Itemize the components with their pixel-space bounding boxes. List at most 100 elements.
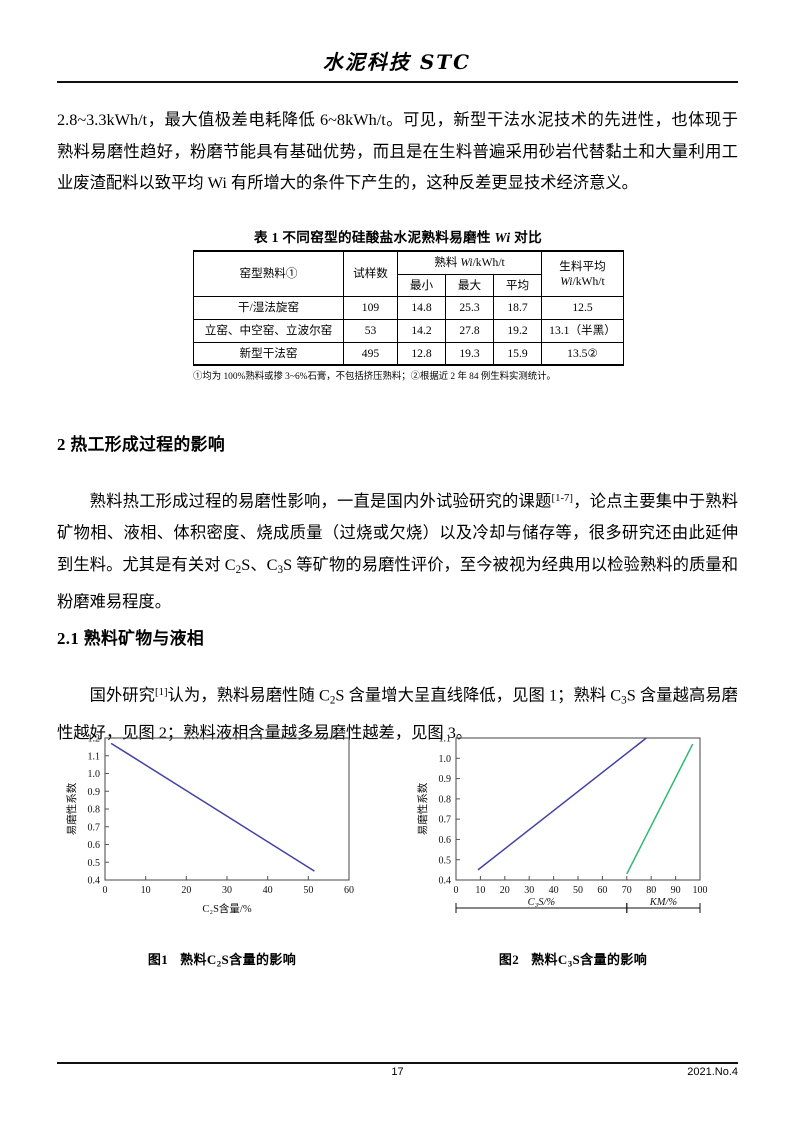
cell-kiln-type: 干/湿法旋窑 (193, 296, 344, 320)
header-min: 最小 (397, 273, 446, 298)
header-avg: 平均 (493, 273, 542, 298)
chart-1-svg: 0.4 0.5 0.6 0.7 0.8 0.9 1.0 1.1 1.2 0 10 20 30 40 50 60… (65, 734, 354, 915)
svg-text:70: 70 (622, 885, 632, 896)
cell-raw-avg: 13.5② (541, 341, 624, 367)
svg-text:0: 0 (103, 885, 108, 896)
paragraph-continued: 2.8~3.3kWh/t，最大值极差电耗降低 6~8kWh/t。可见，新型干法水… (57, 104, 738, 199)
table-caption-part-b: 对比 (510, 230, 542, 245)
section-heading-2: 2 热工形成过程的影响 (57, 435, 226, 454)
paragraph-2-text-c: S、C (241, 554, 278, 574)
table-row: 立窑、中空窑、立波尔窑 53 14.2 27.8 19.2 13.1（半黑） (193, 318, 624, 343)
subscript-2: 2 (235, 563, 242, 576)
figure-1-plot: 0.4 0.5 0.6 0.7 0.8 0.9 1.0 1.1 1.2 0 10 20 30 40 50 60… (57, 728, 387, 933)
svg-text:10: 10 (141, 885, 151, 896)
header-clinker-wi-group: 熟料 Wi/kWh/t (397, 249, 542, 275)
paragraph-3-text-a: 国外研究 (89, 685, 156, 705)
cell-samples: 495 (343, 341, 398, 367)
svg-text:C₂S含量/%: C₂S含量/% (202, 902, 251, 915)
figure-1-caption: 图1 熟料C2S含量的影响 (57, 949, 387, 968)
figure-2: 0.4 0.5 0.6 0.7 0.8 0.9 1.0 1.1 0 10 20 30 40 50 60 70 8… (408, 728, 738, 969)
svg-text:KM/%: KM/% (649, 897, 678, 908)
svg-text:0.5: 0.5 (439, 855, 452, 866)
paragraph-2-text-a: 熟料热工形成过程的易磨性影响，一直是国内外试验研究的课题 (89, 491, 552, 511)
figure-2-caption-b: S含量的影响 (572, 952, 648, 967)
svg-text:60: 60 (597, 885, 607, 896)
table-row: 干/湿法旋窑 109 14.8 25.3 18.7 12.5 (193, 296, 624, 320)
cell-raw-avg: 12.5 (541, 296, 624, 320)
table-row: 新型干法窑 495 12.8 19.3 15.9 13.5② (193, 341, 624, 367)
table-1-block: 表 1 不同窑型的硅酸盐水泥熟料易磨性 Wi 对比 窑型熟料① 试样数 熟料 W… (193, 226, 624, 384)
header-clinker-wi-symbol: Wi (460, 256, 473, 269)
subscript-3: 3 (277, 563, 284, 576)
svg-text:0.9: 0.9 (439, 774, 452, 785)
page-number: 17 (391, 1066, 404, 1078)
paragraph-1-text: 2.8~3.3kWh/t，最大值极差电耗降低 6~8kWh/t。可见，新型干法水… (57, 110, 738, 193)
cell-avg: 18.7 (493, 296, 542, 320)
header-clinker-wi-b: /kWh/t (472, 256, 505, 269)
svg-text:50: 50 (573, 885, 583, 896)
svg-text:30: 30 (524, 885, 534, 896)
section-heading-2-1: 2.1 熟料矿物与液相 (57, 629, 205, 648)
figure-1-caption-b: S含量的影响 (221, 952, 297, 967)
header-raw-meal-symbol: Wi (560, 275, 573, 289)
figure-2-label: 图2 (498, 952, 520, 967)
header-raw-meal-avg: 生料平均 Wi/kWh/t (541, 250, 624, 298)
svg-text:40: 40 (549, 885, 559, 896)
journal-title: 水泥科技 STC (322, 50, 472, 74)
cell-min: 14.8 (397, 296, 446, 320)
svg-text:1.2: 1.2 (88, 734, 101, 745)
figure-2-caption-a: 熟料C (531, 952, 568, 967)
paragraph-2: 熟料热工形成过程的易磨性影响，一直是国内外试验研究的课题[1-7]，论点主要集中… (57, 483, 738, 617)
cell-samples: 109 (343, 296, 398, 320)
svg-text:50: 50 (303, 885, 313, 896)
svg-text:20: 20 (181, 885, 191, 896)
svg-text:0.6: 0.6 (88, 840, 101, 851)
header-raw-meal-line2: /kWh/t (572, 275, 605, 289)
cell-avg: 19.2 (493, 318, 542, 343)
cell-min: 14.2 (397, 318, 446, 343)
svg-text:0.5: 0.5 (88, 858, 101, 869)
subscript-2: 2 (329, 694, 336, 707)
figure-1: 0.4 0.5 0.6 0.7 0.8 0.9 1.0 1.1 1.2 0 10 20 30 40 50 60… (57, 728, 387, 969)
svg-text:0.6: 0.6 (439, 835, 452, 846)
svg-text:0.9: 0.9 (88, 787, 101, 798)
paragraph-2-text-b: ，论点主要集中于熟料矿物相、液相、体积密度、烧成质量（过烧或欠烧）以及冷却与储存… (57, 491, 738, 574)
cell-max: 25.3 (445, 296, 494, 320)
reference-marker: [1] (155, 686, 168, 699)
cell-raw-avg: 13.1（半黑） (541, 318, 624, 343)
svg-text:10: 10 (475, 885, 485, 896)
svg-text:30: 30 (222, 885, 232, 896)
cell-max: 19.3 (445, 341, 494, 367)
footer-rule (57, 1062, 738, 1064)
figure-2-caption-sub: 3 (567, 958, 573, 969)
chart-2-svg: 0.4 0.5 0.6 0.7 0.8 0.9 1.0 1.1 0 10 20 30 40 50 60 70 8… (416, 734, 708, 913)
cell-kiln-type: 立窑、中空窑、立波尔窑 (193, 318, 344, 343)
svg-text:0.8: 0.8 (88, 805, 101, 816)
table-caption: 表 1 不同窑型的硅酸盐水泥熟料易磨性 Wi 对比 (193, 226, 603, 246)
cell-min: 12.8 (397, 341, 446, 367)
clinker-grindability-table: 窑型熟料① 试样数 熟料 Wi/kWh/t 生料平均 Wi/kWh/t 最小 最大… (193, 249, 624, 367)
svg-text:0.7: 0.7 (439, 815, 452, 826)
figure-1-label: 图1 (147, 952, 169, 967)
header-max: 最大 (445, 273, 494, 298)
svg-text:易磨性系数: 易磨性系数 (416, 782, 429, 835)
figure-1-caption-sub: 2 (216, 958, 222, 969)
table-caption-symbol: Wi (494, 230, 511, 245)
reference-marker: [1-7] (551, 492, 574, 505)
table-caption-part-a: 表 1 不同窑型的硅酸盐水泥熟料易磨性 (254, 230, 495, 245)
svg-text:0.8: 0.8 (439, 794, 452, 805)
svg-text:80: 80 (646, 885, 656, 896)
cell-max: 27.8 (445, 318, 494, 343)
svg-text:1.0: 1.0 (88, 769, 101, 780)
table-header-row-1: 窑型熟料① 试样数 熟料 Wi/kWh/t 生料平均 Wi/kWh/t (193, 249, 624, 298)
svg-text:1.1: 1.1 (88, 751, 101, 762)
cell-samples: 53 (343, 318, 398, 343)
cell-avg: 15.9 (493, 341, 542, 367)
svg-text:90: 90 (671, 885, 681, 896)
figure-2-plot: 0.4 0.5 0.6 0.7 0.8 0.9 1.0 1.1 0 10 20 30 40 50 60 70 8… (408, 728, 738, 933)
header-sample-count: 试样数 (343, 250, 398, 298)
paragraph-2-text-d: S 等矿物的易磨性评价，至今被视为经典用以检验熟料的质量和粉磨难易程度。 (57, 554, 738, 612)
cell-kiln-type: 新型干法窑 (193, 341, 344, 367)
svg-text:60: 60 (344, 885, 354, 896)
